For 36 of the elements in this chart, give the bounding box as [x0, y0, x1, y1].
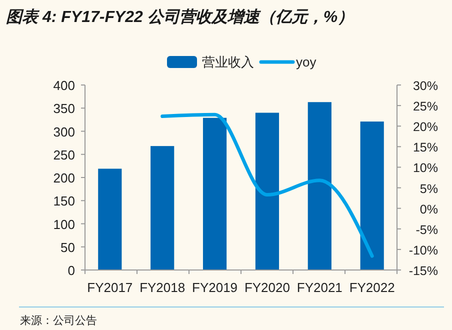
source-note: 来源：公司公告	[20, 314, 97, 327]
y-tick-label: 0	[68, 263, 75, 278]
y2-tick-label: 5%	[420, 182, 438, 196]
y2-tick-label: 30%	[412, 79, 438, 93]
bar	[255, 112, 280, 270]
y2-tick-label: 25%	[412, 100, 438, 114]
bar	[98, 168, 122, 270]
y-tick-label: 250	[53, 147, 75, 162]
bar	[150, 146, 174, 270]
y2-tick-label: -5%	[416, 222, 438, 237]
bar	[360, 122, 384, 270]
y-tick-label: 300	[53, 124, 75, 140]
x-tick-label: FY2019	[192, 280, 238, 295]
y2-tick-label: 20%	[412, 120, 438, 134]
y-tick-label: 200	[53, 170, 75, 186]
bar	[308, 102, 332, 270]
x-tick-label: FY2021	[296, 280, 342, 295]
legend-label: yoy	[296, 54, 317, 70]
chart-title: 图表 4: FY17-FY22 公司营收及增速（亿元，%）	[6, 8, 354, 26]
x-tick-label: FY2020	[244, 280, 290, 295]
y2-tick-label: 10%	[412, 161, 438, 176]
x-tick-label: FY2018	[140, 280, 186, 295]
y-tick-label: 150	[53, 194, 75, 209]
bar	[202, 118, 227, 270]
y2-tick-label: 0%	[420, 202, 438, 216]
line-series	[160, 112, 374, 258]
x-tick-label: FY2017	[87, 280, 133, 295]
y-tick-label: 100	[53, 216, 75, 232]
y2-tick-label: 15%	[412, 140, 438, 155]
y-tick-label: 350	[53, 101, 75, 116]
y-tick-label: 400	[53, 78, 75, 93]
legend-label: 营业收入	[202, 54, 254, 70]
y2-tick-label: -10%	[408, 243, 438, 258]
y2-tick-label: -15%	[408, 264, 438, 278]
y-tick-label: 50	[60, 240, 75, 255]
x-tick-label: FY2022	[349, 280, 395, 295]
